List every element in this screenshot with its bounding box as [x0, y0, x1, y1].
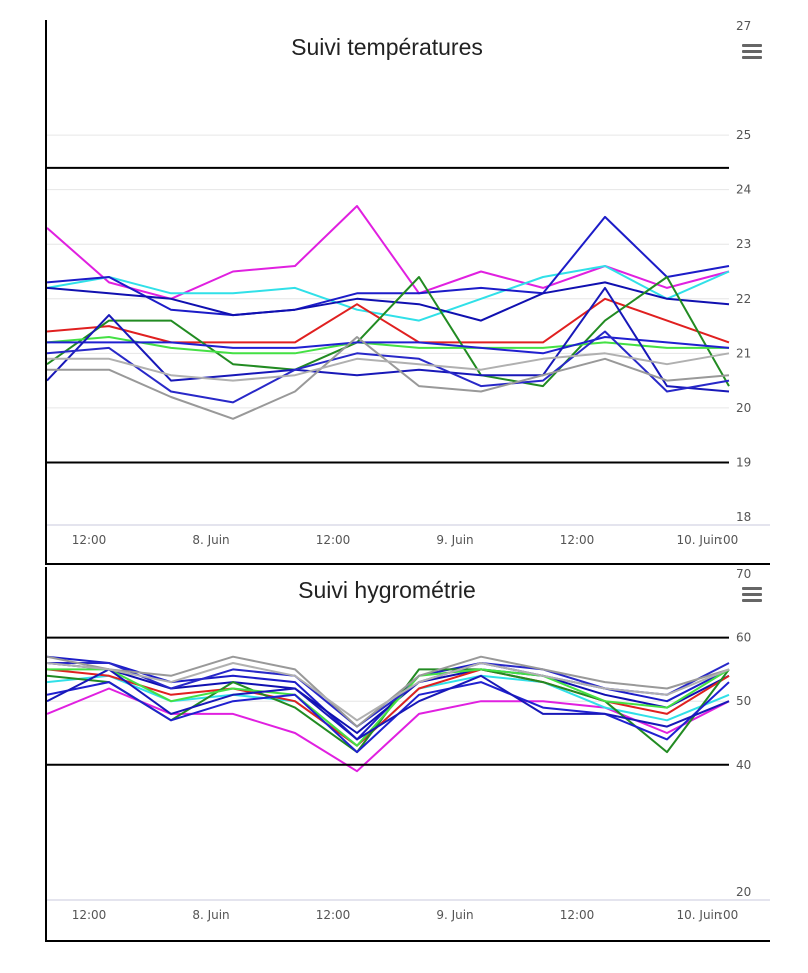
series-line: [47, 215, 730, 317]
y-tick-label: 70: [736, 567, 751, 581]
hygrometry-chart: 20 40 50 60 70 12:00 8. Juin 12:00 9. Juin 12:00 1…: [47, 567, 770, 922]
x-tick-label: 10. Juin: [677, 908, 722, 922]
x-tick-label: 12:00: [72, 533, 107, 547]
series-line: [47, 336, 730, 355]
series-line: [47, 352, 730, 382]
y-tick-label: 19: [736, 455, 751, 469]
series-line: [47, 286, 730, 393]
y-tick-label: 23: [736, 237, 751, 251]
x-tick-label: 8. Juin: [192, 908, 229, 922]
x-tick-label: 12:00: [316, 908, 351, 922]
x-tick-label: 10. Juin: [677, 533, 722, 547]
series-line: [47, 265, 730, 322]
series-line: [47, 330, 730, 404]
series-line: [47, 668, 730, 747]
x-tick-label: 12:00: [316, 533, 351, 547]
series-line: [47, 662, 730, 722]
x-tick-label: 9. Juin: [436, 533, 473, 547]
y-tick-label: 25: [736, 128, 751, 142]
y-tick-label: 21: [736, 346, 751, 360]
series-line: [47, 336, 730, 420]
y-tick-label: 20: [736, 401, 751, 415]
series-line: [47, 336, 729, 355]
y-tick-label: 24: [736, 183, 751, 197]
x-tick-label: 12:00: [72, 908, 107, 922]
y-tick-label: 22: [736, 292, 751, 306]
x-tick-label: :00: [719, 533, 738, 547]
hygrometry-chart-menu-icon[interactable]: [742, 587, 762, 603]
y-tick-label: 40: [736, 758, 751, 772]
y-tick-label: 60: [736, 631, 751, 645]
temperature-chart-title: Suivi températures: [291, 34, 483, 60]
series-line: [47, 681, 730, 754]
series-line: [47, 668, 730, 747]
x-tick-label: 12:00: [560, 533, 595, 547]
x-tick-label: 12:00: [560, 908, 595, 922]
series-line: [47, 205, 730, 300]
hygrometry-chart-panel: 20 40 50 60 70 12:00 8. Juin 12:00 9. Juin 12:00 1…: [45, 567, 770, 942]
x-tick-label: 8. Juin: [192, 533, 229, 547]
y-tick-label: 18: [736, 510, 751, 524]
temperature-chart-panel: 18 19 20 21 22 23 24 25 27 12:00 8. Juin 12:00 9. Ju…: [45, 20, 770, 565]
hygrometry-chart-title: Suivi hygrométrie: [298, 577, 476, 603]
series-line: [47, 281, 730, 322]
series-line: [47, 668, 730, 741]
series-line: [47, 687, 730, 773]
temperature-chart: 18 19 20 21 22 23 24 25 27 12:00 8. Juin 12:00 9. Ju…: [47, 20, 770, 547]
y-tick-label: 50: [736, 694, 751, 708]
x-tick-label: :00: [719, 908, 738, 922]
y-tick-label: 27: [736, 20, 751, 33]
temperature-chart-menu-icon[interactable]: [742, 44, 762, 60]
x-tick-label: 9. Juin: [436, 908, 473, 922]
y-tick-label: 20: [736, 885, 751, 899]
series-line: [47, 276, 730, 388]
